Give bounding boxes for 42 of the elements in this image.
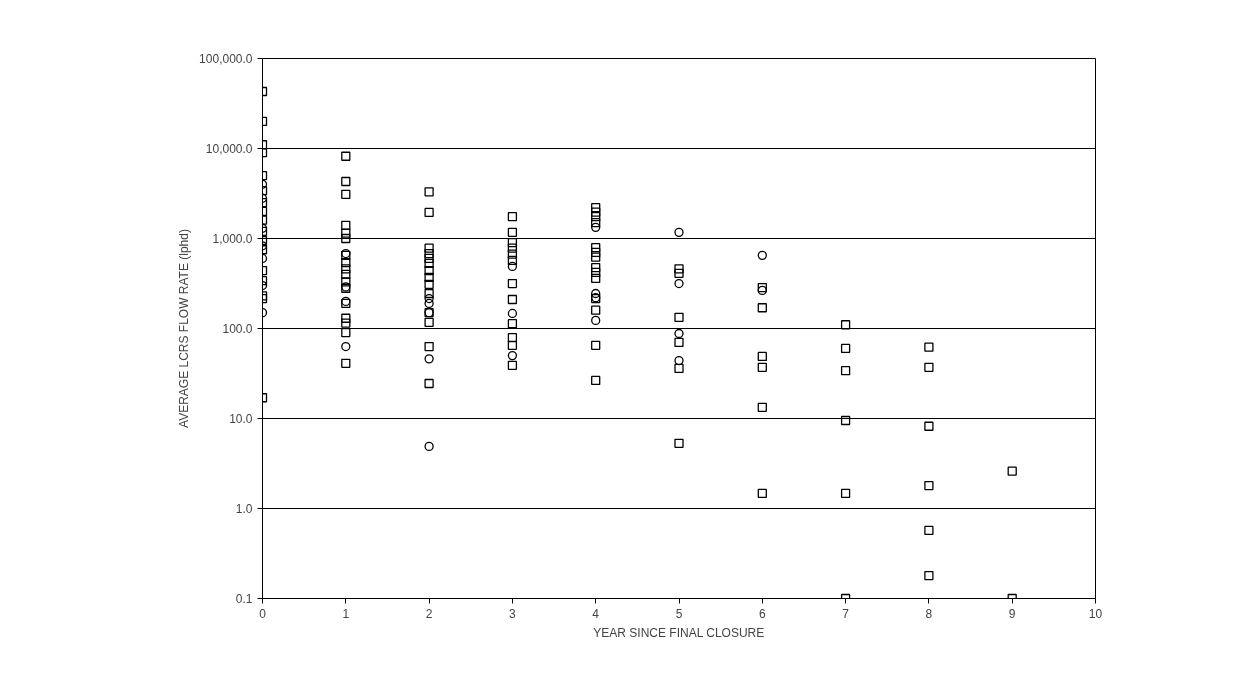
x-tick-label: 8 bbox=[925, 606, 933, 621]
point bbox=[674, 355, 684, 366]
y-tick-label: 10.0 bbox=[229, 412, 253, 426]
point bbox=[591, 315, 601, 326]
point bbox=[424, 308, 434, 318]
x-axis-title: YEAR SINCE FINAL CLOSURE bbox=[593, 625, 765, 640]
point bbox=[424, 298, 434, 309]
point bbox=[507, 261, 518, 272]
y-tick-label: 10,000.0 bbox=[205, 142, 253, 156]
x-tick-label: 3 bbox=[509, 606, 517, 621]
point bbox=[341, 282, 351, 292]
y-tick-label: 0.1 bbox=[235, 592, 253, 606]
point bbox=[424, 441, 434, 452]
x-tick-label: 4 bbox=[592, 606, 600, 621]
point bbox=[341, 248, 351, 259]
point bbox=[341, 296, 351, 307]
point bbox=[757, 250, 767, 260]
x-tick-label: 0 bbox=[259, 606, 267, 621]
point bbox=[591, 293, 601, 303]
point bbox=[507, 308, 518, 319]
y-tick-label: 1.0 bbox=[235, 502, 253, 516]
y-tick-label: 100.0 bbox=[222, 322, 253, 336]
point bbox=[591, 222, 601, 232]
x-tick-label: 10 bbox=[1088, 606, 1103, 621]
point bbox=[674, 227, 684, 238]
point bbox=[424, 293, 434, 304]
point bbox=[341, 341, 351, 352]
x-tick-label: 1 bbox=[342, 606, 350, 621]
x-tick-label: 2 bbox=[425, 606, 433, 621]
point bbox=[591, 288, 601, 299]
point bbox=[424, 354, 434, 364]
point bbox=[674, 328, 684, 339]
y-tick-label: 1,000.0 bbox=[212, 232, 253, 246]
y-tick-label: 100,000.0 bbox=[199, 52, 253, 66]
point bbox=[757, 285, 767, 296]
point bbox=[507, 350, 518, 361]
x-tick-label: 9 bbox=[1008, 606, 1016, 621]
x-tick-label: 6 bbox=[758, 606, 766, 621]
x-tick-label: 7 bbox=[842, 606, 850, 621]
point bbox=[674, 278, 684, 289]
x-tick-label: 5 bbox=[675, 606, 683, 621]
y-axis-title: AVERAGE LCRS FLOW RATE (lphd) bbox=[177, 229, 192, 428]
